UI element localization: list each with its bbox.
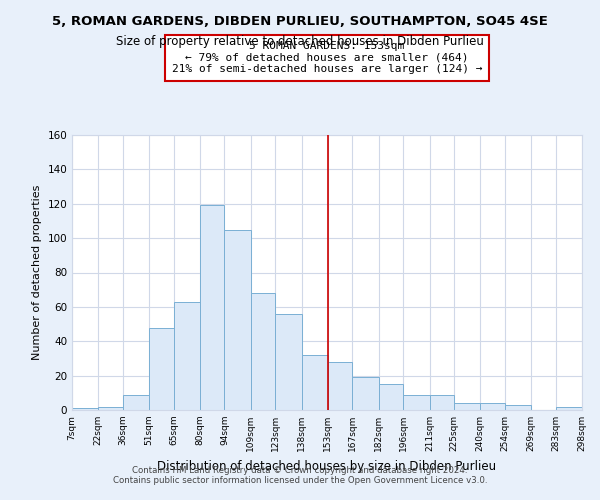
Bar <box>556 406 582 410</box>
Y-axis label: Number of detached properties: Number of detached properties <box>32 185 42 360</box>
Bar <box>379 384 403 410</box>
Bar <box>302 355 328 410</box>
Bar <box>200 206 224 410</box>
Text: Size of property relative to detached houses in Dibden Purlieu: Size of property relative to detached ho… <box>116 35 484 48</box>
Bar <box>173 302 200 410</box>
Bar <box>454 403 481 410</box>
Bar <box>403 394 430 410</box>
Bar <box>481 403 505 410</box>
Bar <box>149 328 173 410</box>
Bar <box>123 394 149 410</box>
Bar <box>224 230 251 410</box>
Bar <box>328 362 352 410</box>
Bar <box>505 405 531 410</box>
Text: 5 ROMAN GARDENS: 153sqm
← 79% of detached houses are smaller (464)
21% of semi-d: 5 ROMAN GARDENS: 153sqm ← 79% of detache… <box>172 42 482 74</box>
Bar <box>251 293 275 410</box>
Bar <box>430 394 454 410</box>
Text: 5, ROMAN GARDENS, DIBDEN PURLIEU, SOUTHAMPTON, SO45 4SE: 5, ROMAN GARDENS, DIBDEN PURLIEU, SOUTHA… <box>52 15 548 28</box>
Bar <box>275 314 302 410</box>
Bar <box>72 408 98 410</box>
X-axis label: Distribution of detached houses by size in Dibden Purlieu: Distribution of detached houses by size … <box>157 460 497 472</box>
Text: Contains HM Land Registry data © Crown copyright and database right 2024.
Contai: Contains HM Land Registry data © Crown c… <box>113 466 487 485</box>
Bar <box>352 378 379 410</box>
Bar <box>98 406 123 410</box>
